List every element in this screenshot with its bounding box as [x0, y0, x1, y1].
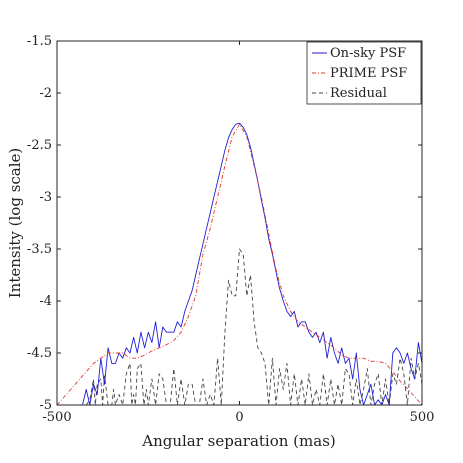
series-layer: [57, 122, 422, 405]
y-axis: -1.5 -2 -2.5 -3 -3.5 -4 -4.5 -5: [27, 34, 422, 413]
legend-label-prime-psf: PRIME PSF: [330, 66, 407, 81]
x-axis-title: Angular separation (mas): [141, 432, 336, 450]
x-tick-label: 500: [410, 410, 435, 425]
legend: On-sky PSF PRIME PSF Residual: [306, 41, 422, 105]
prime-psf-line: [57, 123, 422, 405]
legend-label-residual: Residual: [330, 86, 387, 101]
y-tick-label: -3.5: [27, 242, 52, 257]
residual-line: [85, 248, 422, 405]
y-tick-label: -3: [39, 190, 52, 205]
y-tick-label: -1.5: [27, 34, 52, 49]
x-tick-label: -500: [42, 410, 71, 425]
legend-label-on-sky-psf: On-sky PSF: [330, 46, 406, 61]
legend-box: [306, 41, 422, 105]
y-tick-label: -2: [39, 86, 52, 101]
x-tick-label: 0: [235, 410, 243, 425]
y-tick-label: -4.5: [27, 346, 52, 361]
on-sky-psf-line: [82, 122, 422, 405]
y-tick-label: -2.5: [27, 138, 52, 153]
y-tick-label: -5: [39, 398, 52, 413]
y-tick-label: -4: [39, 294, 52, 309]
y-axis-title: Intensity (log scale): [6, 148, 24, 299]
x-axis: -500 0 500: [42, 41, 434, 425]
